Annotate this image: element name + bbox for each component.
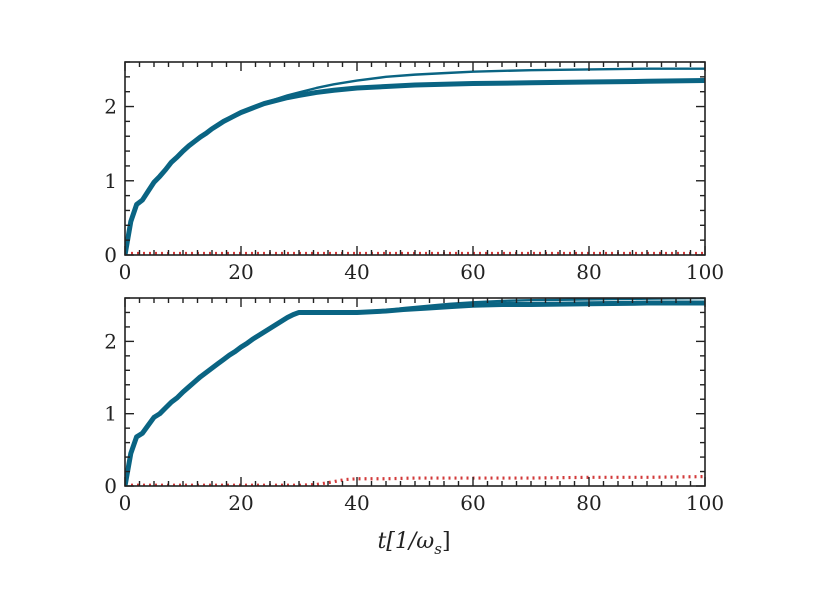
x-tick-label: 20	[228, 491, 253, 515]
x-axis-label: t[1/ωs]	[377, 529, 450, 558]
y-tick-label: 1	[104, 402, 117, 426]
x-tick-label: 80	[576, 260, 601, 284]
y-tick-label: 1	[104, 169, 117, 193]
y-tick-label: 2	[104, 329, 117, 353]
x-tick-label: 80	[576, 491, 601, 515]
axes-frame	[124, 297, 706, 487]
series-line-thick	[125, 78, 705, 255]
x-tick-label: 20	[228, 260, 253, 284]
axes-frame	[124, 61, 706, 256]
series-line-dotted	[125, 475, 705, 486]
y-tick-label: 0	[104, 474, 117, 498]
y-tick-label: 0	[104, 243, 117, 267]
x-axis-label-main: t[1/ω	[377, 529, 434, 554]
bottom-panel: 0 20 40 60 80 100 0 1 2	[104, 297, 724, 515]
x-axis-label-subscript: s	[434, 540, 442, 558]
top-panel: 0 20 40 60 80 100 0 1 2	[104, 61, 724, 284]
plot-area	[125, 298, 705, 486]
y-tick-label: 2	[104, 95, 117, 119]
x-tick-label: 40	[344, 491, 369, 515]
series-line-thin	[125, 298, 705, 486]
x-tick-label: 100	[686, 260, 724, 284]
x-tick-label: 0	[119, 491, 132, 515]
x-axis-label-close: ]	[442, 529, 451, 554]
x-tick-label: 40	[344, 260, 369, 284]
x-tick-label: 60	[460, 260, 485, 284]
x-tick-label: 0	[119, 260, 132, 284]
x-tick-label: 60	[460, 491, 485, 515]
series-line-thin	[125, 67, 705, 255]
x-tick-label: 100	[686, 491, 724, 515]
plot-area	[125, 67, 705, 255]
series-line-thick	[125, 300, 705, 486]
